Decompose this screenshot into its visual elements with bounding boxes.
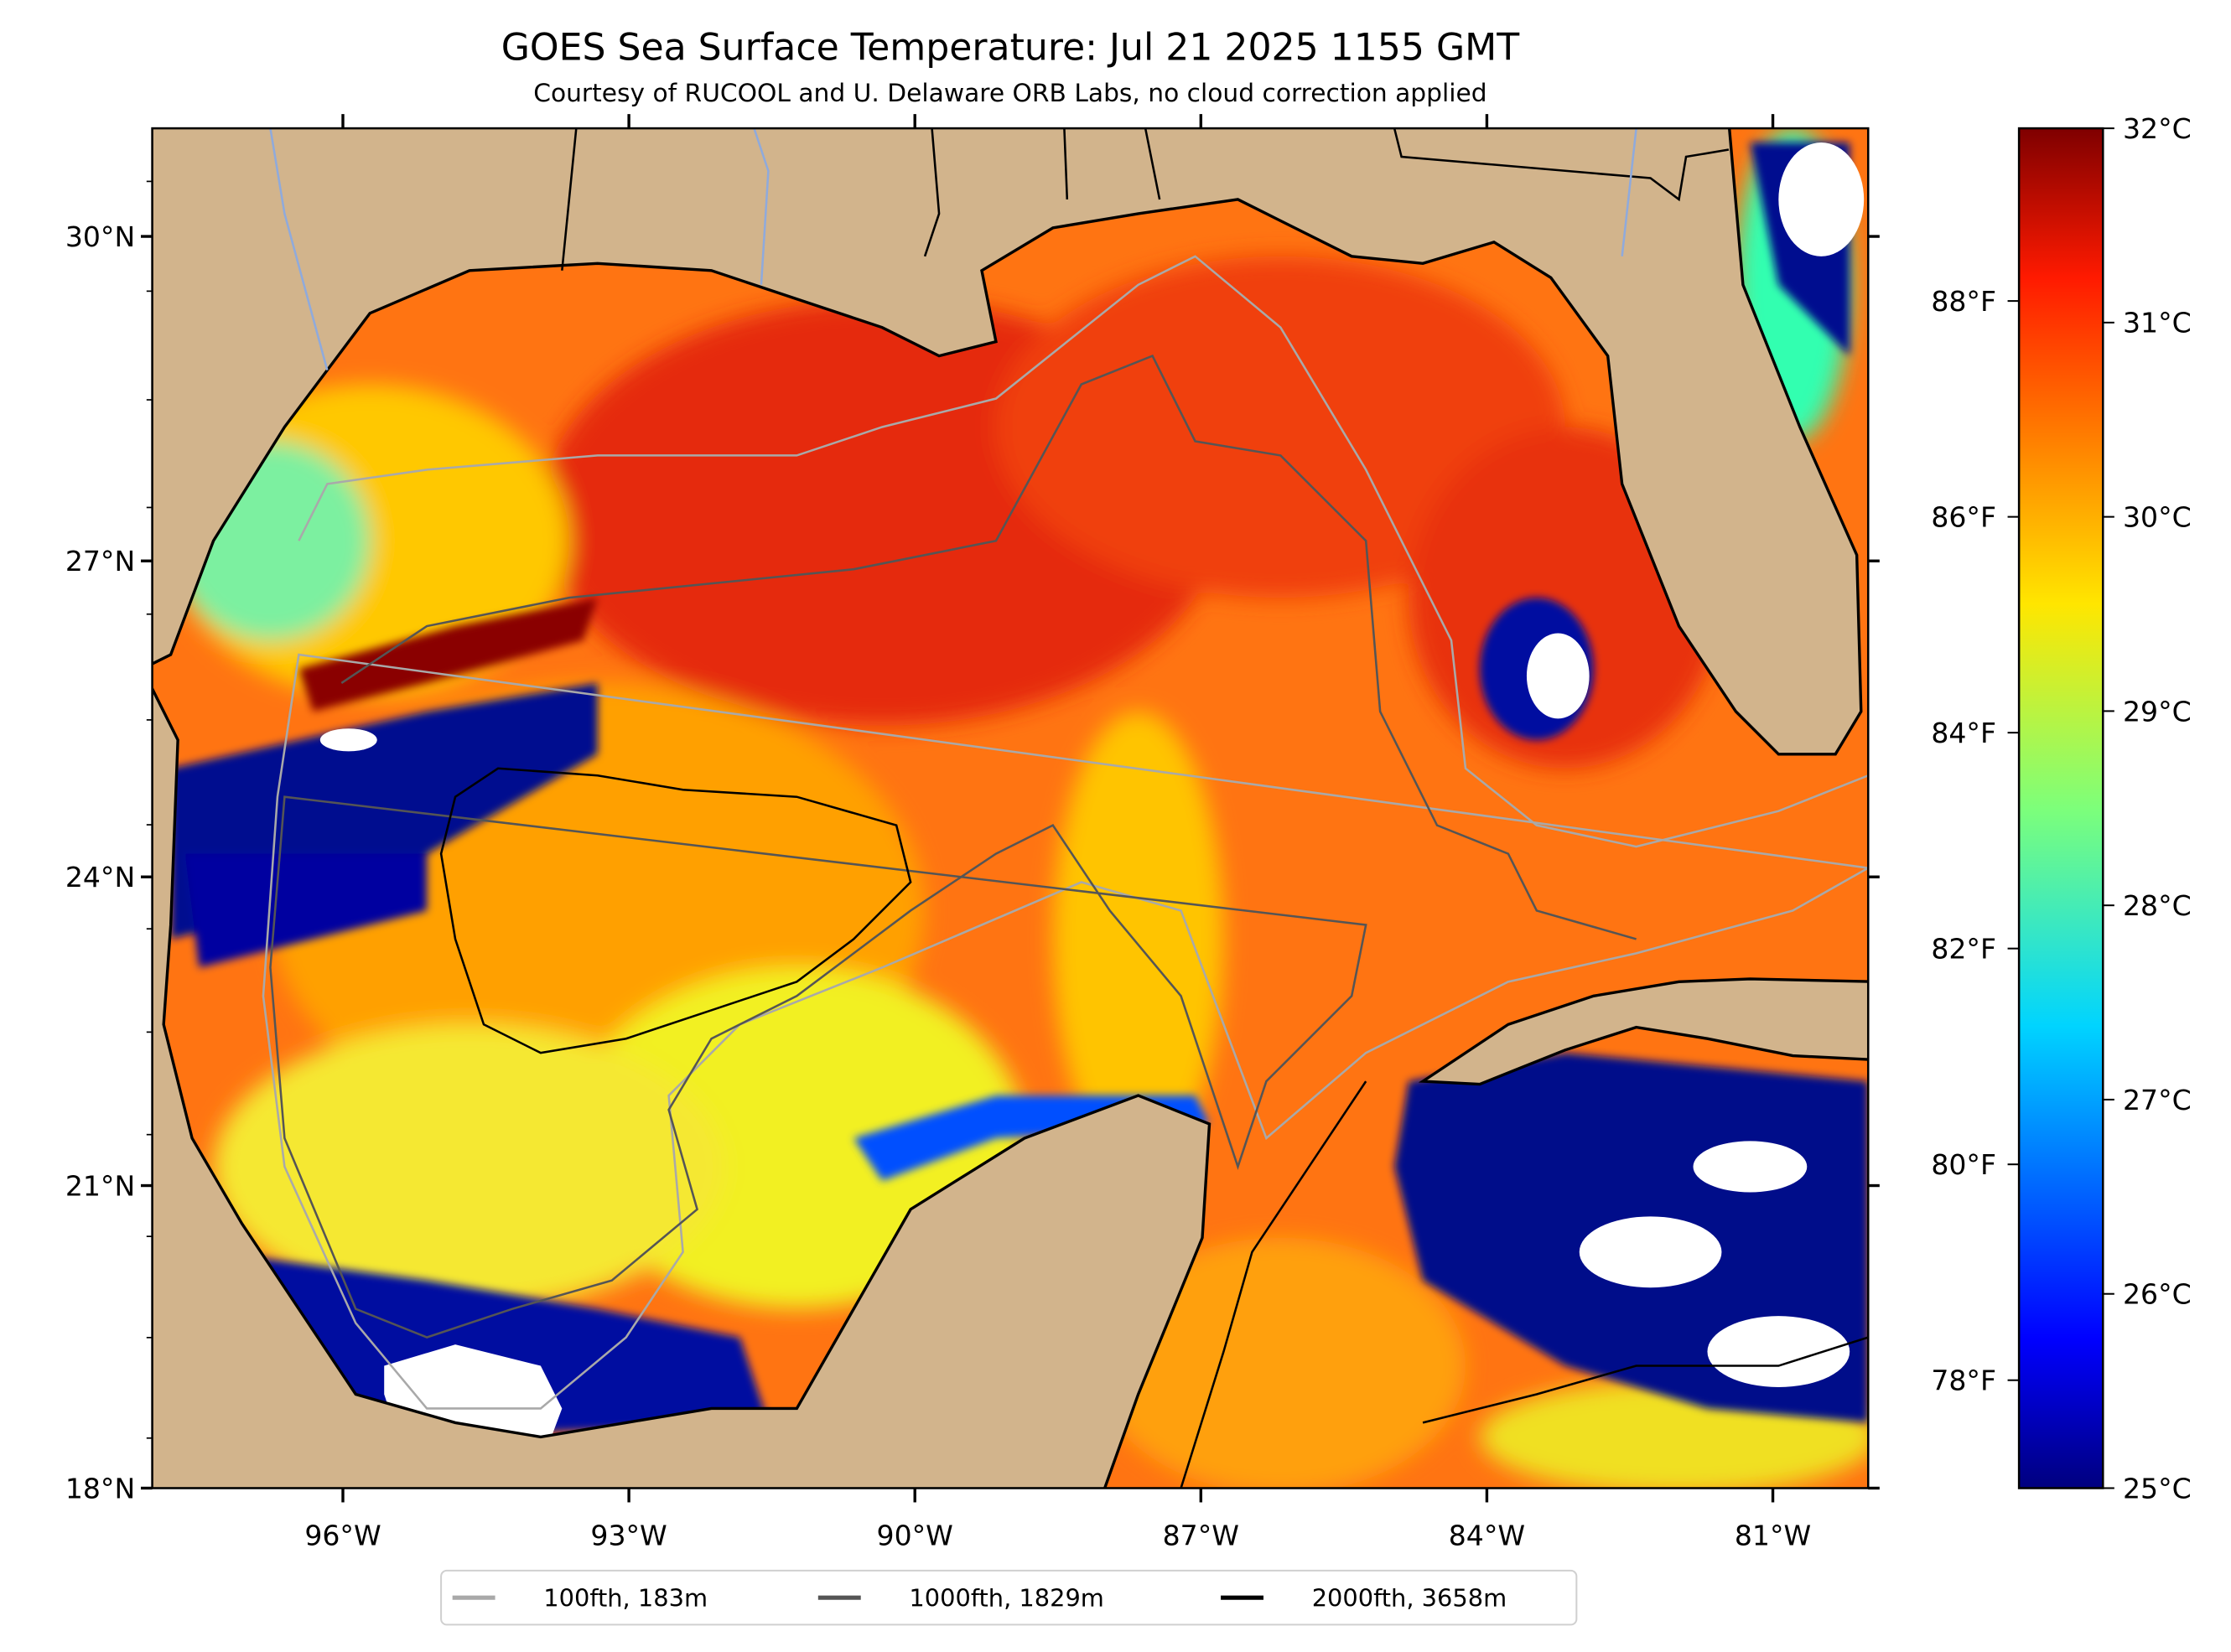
celsius-tick-label: 27°C [2123, 1084, 2192, 1116]
figure-subtitle: Courtesy of RUCOOL and U. Delaware ORB L… [533, 79, 1486, 108]
figure-title: GOES Sea Surface Temperature: Jul 21 202… [501, 27, 1521, 70]
celsius-tick-label: 31°C [2123, 307, 2192, 339]
borders [561, 128, 1730, 271]
legend-item-label: 1000fth, 1829m [909, 1583, 1103, 1612]
celsius-tick-label: 30°C [2123, 501, 2192, 534]
lon-tick-label: 84°W [1449, 1519, 1525, 1551]
map-frame [151, 127, 1870, 1489]
sst-anomaly-patches [170, 128, 1869, 1489]
lat-tick-label: 21°N [65, 1169, 135, 1202]
fahrenheit-tick-label: 88°F [1931, 285, 1996, 318]
contour-1000fth [269, 355, 1637, 1339]
bathymetry-contours [262, 255, 1869, 1489]
map-axis-ticks: 18°N 21°N 24°N 27°N 30°N 96°W 93°W 90°W 87°W 84°W… [65, 114, 1880, 1551]
lat-tick-label: 30°N [65, 220, 135, 253]
land-cuba [1418, 977, 1869, 1086]
lon-tick-label: 87°W [1163, 1519, 1239, 1551]
celsius-tick-label: 32°C [2123, 112, 2192, 145]
legend-item-label: 100fth, 183m [543, 1583, 708, 1612]
legend: 100fth, 183m 1000fth, 1829m 2000fth, 3658m [440, 1569, 1578, 1626]
map-panel[interactable] [143, 122, 1878, 1494]
lon-tick-label: 90°W [877, 1519, 953, 1551]
lat-tick-label: 18°N [65, 1472, 135, 1504]
colorbar-ticks: 25°C 26°C 27°C 28°C 29°C 30°C 31°C 32°C 78°F 80°F… [1931, 112, 2191, 1504]
contour-100fth [262, 255, 1869, 1410]
land-mexico [152, 685, 1211, 1489]
lat-tick-label: 24°N [65, 861, 135, 893]
lat-tick-label: 27°N [65, 545, 135, 577]
land-united-states [152, 128, 1863, 756]
celsius-tick-label: 29°C [2123, 695, 2192, 728]
fahrenheit-tick-label: 80°F [1931, 1148, 1996, 1181]
fahrenheit-tick-label: 86°F [1931, 501, 1996, 534]
fahrenheit-tick-label: 84°F [1931, 717, 1996, 749]
contour-2000fth [439, 767, 1869, 1489]
celsius-tick-label: 28°C [2123, 889, 2192, 922]
fahrenheit-tick-label: 78°F [1931, 1365, 1996, 1397]
land [152, 128, 1869, 1489]
legend-item-label: 2000fth, 3658m [1312, 1583, 1507, 1612]
lon-tick-label: 93°W [590, 1519, 667, 1551]
colorbar [2017, 127, 2104, 1489]
celsius-tick-label: 25°C [2123, 1472, 2192, 1504]
rivers [269, 128, 1637, 370]
lon-tick-label: 96°W [304, 1519, 381, 1551]
celsius-tick-label: 26°C [2123, 1278, 2192, 1311]
legend-box [440, 1569, 1578, 1626]
lon-tick-label: 81°W [1735, 1519, 1811, 1551]
fahrenheit-tick-label: 82°F [1931, 933, 1996, 966]
